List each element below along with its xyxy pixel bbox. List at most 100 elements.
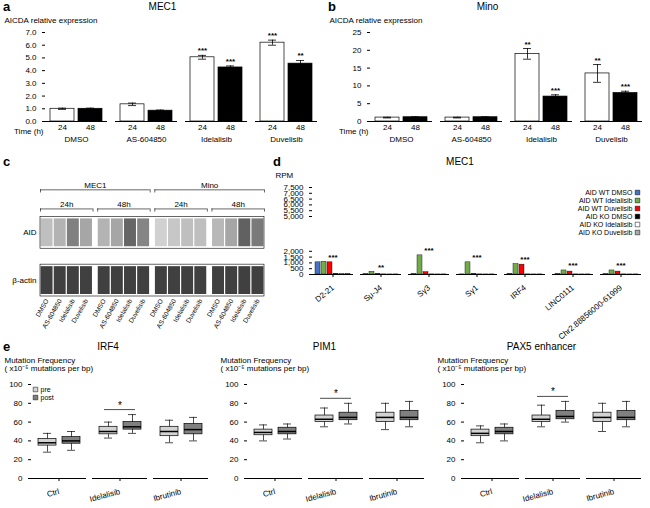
svg-text:***: *** <box>472 253 482 262</box>
svg-text:AID KO Duvelisib: AID KO Duvelisib <box>578 229 632 236</box>
svg-text:24h: 24h <box>174 200 187 209</box>
svg-text:48: 48 <box>551 123 560 132</box>
svg-text:80: 80 <box>447 399 456 408</box>
svg-text:Duvelisib: Duvelisib <box>127 297 146 324</box>
svg-text:Sμ-J4: Sμ-J4 <box>362 283 384 304</box>
svg-text:48: 48 <box>481 123 490 132</box>
svg-text:Duvelisib: Duvelisib <box>270 135 303 144</box>
svg-text:AID KO DMSO: AID KO DMSO <box>586 213 633 220</box>
svg-text:AS-604850: AS-604850 <box>98 297 121 329</box>
svg-text:AS-604850: AS-604850 <box>126 135 167 144</box>
svg-text:80: 80 <box>230 399 239 408</box>
svg-text:DMSO: DMSO <box>390 135 414 144</box>
svg-text:AID WT Duvelisib: AID WT Duvelisib <box>578 205 633 212</box>
svg-text:AID: AID <box>23 228 37 237</box>
svg-text:Time (h): Time (h) <box>14 127 44 136</box>
svg-text:60: 60 <box>447 418 456 427</box>
svg-text:AS-604850: AS-604850 <box>212 297 235 329</box>
svg-text:Ibrutinib: Ibrutinib <box>152 487 182 503</box>
svg-text:IRF4: IRF4 <box>509 283 528 301</box>
svg-text:Idelalisib: Idelalisib <box>305 487 338 504</box>
svg-text:24: 24 <box>268 123 277 132</box>
svg-text:40: 40 <box>230 436 239 445</box>
svg-text:*: * <box>334 388 338 399</box>
svg-text:60: 60 <box>230 418 239 427</box>
svg-text:2,000: 2,000 <box>283 247 304 256</box>
svg-text:0: 0 <box>234 474 239 483</box>
svg-text:48: 48 <box>226 123 235 132</box>
svg-text:RPM: RPM <box>276 171 294 180</box>
svg-text:7,500: 7,500 <box>283 183 304 192</box>
svg-text:4.0: 4.0 <box>25 66 37 75</box>
svg-text:**: ** <box>524 40 531 49</box>
svg-text:6.0: 6.0 <box>25 41 37 50</box>
svg-text:Mutation Frequency( x10⁻⁵ muta: Mutation Frequency( x10⁻⁵ mutations per … <box>438 356 527 373</box>
svg-text:3.0: 3.0 <box>25 79 37 88</box>
svg-text:100: 100 <box>9 380 23 389</box>
svg-text:40: 40 <box>447 436 456 445</box>
svg-text:*: * <box>551 386 555 397</box>
svg-text:Mutation Frequency( x10⁻⁵ muta: Mutation Frequency( x10⁻⁵ mutations per … <box>221 356 310 373</box>
svg-text:Duvelisib: Duvelisib <box>184 297 203 324</box>
svg-text:Ibrutinib: Ibrutinib <box>585 487 615 503</box>
svg-text:48: 48 <box>621 123 630 132</box>
svg-text:***: *** <box>621 82 631 91</box>
svg-text:Ibrutinib: Ibrutinib <box>368 487 398 503</box>
svg-text:Idelalisib: Idelalisib <box>522 487 555 504</box>
svg-text:***: *** <box>551 86 561 95</box>
svg-text:0: 0 <box>18 474 23 483</box>
svg-text:***: *** <box>198 46 208 55</box>
svg-text:24: 24 <box>453 123 462 132</box>
svg-text:***: *** <box>226 57 236 66</box>
svg-text:24: 24 <box>198 123 207 132</box>
svg-text:Duvelisib: Duvelisib <box>595 135 628 144</box>
svg-text:AICDA relative expression: AICDA relative expression <box>330 16 423 25</box>
svg-text:AID WT Idelalisib: AID WT Idelalisib <box>579 197 633 204</box>
svg-text:Ctrl: Ctrl <box>262 487 277 499</box>
svg-text:24: 24 <box>128 123 137 132</box>
svg-text:60: 60 <box>14 418 23 427</box>
svg-text:48: 48 <box>86 123 95 132</box>
svg-text:Idelalisib: Idelalisib <box>89 487 122 504</box>
svg-text:Sγ1: Sγ1 <box>464 283 481 299</box>
svg-text:Mino: Mino <box>201 181 219 190</box>
svg-text:100: 100 <box>225 380 239 389</box>
svg-text:25: 25 <box>353 28 362 37</box>
svg-text:1.0: 1.0 <box>25 104 37 113</box>
svg-text:80: 80 <box>14 399 23 408</box>
svg-text:***: *** <box>616 261 626 270</box>
svg-text:0.0: 0.0 <box>25 117 37 126</box>
svg-text:48h: 48h <box>117 200 130 209</box>
svg-text:48: 48 <box>411 123 420 132</box>
svg-text:AICDA relative expression: AICDA relative expression <box>5 16 98 25</box>
svg-text:15: 15 <box>353 64 362 73</box>
svg-text:5.0: 5.0 <box>25 53 37 62</box>
svg-text:post: post <box>41 394 54 402</box>
svg-text:Ctrl: Ctrl <box>479 487 494 499</box>
svg-text:7.0: 7.0 <box>25 28 37 37</box>
svg-text:***: *** <box>268 31 278 40</box>
svg-text:***: *** <box>568 261 578 270</box>
svg-text:MEC1: MEC1 <box>84 181 107 190</box>
svg-text:Duvelisib: Duvelisib <box>70 297 89 324</box>
svg-text:20: 20 <box>230 455 239 464</box>
svg-text:Time (h): Time (h) <box>339 127 369 136</box>
svg-text:0: 0 <box>357 117 362 126</box>
svg-text:24h: 24h <box>60 200 73 209</box>
svg-text:Duvelisib: Duvelisib <box>241 297 260 324</box>
svg-text:***: *** <box>424 246 434 255</box>
svg-text:AID KO Idelalisib: AID KO Idelalisib <box>580 221 633 228</box>
svg-text:10: 10 <box>353 81 362 90</box>
svg-text:5: 5 <box>357 99 362 108</box>
svg-text:β-actin: β-actin <box>12 276 36 285</box>
svg-text:24: 24 <box>523 123 532 132</box>
svg-text:**: ** <box>297 51 304 60</box>
svg-text:100: 100 <box>442 380 456 389</box>
svg-text:0: 0 <box>451 474 456 483</box>
svg-text:24: 24 <box>58 123 67 132</box>
svg-text:20: 20 <box>14 455 23 464</box>
svg-text:AS-604850: AS-604850 <box>451 135 492 144</box>
svg-text:pre: pre <box>41 386 51 394</box>
svg-text:20: 20 <box>353 46 362 55</box>
svg-text:24: 24 <box>593 123 602 132</box>
